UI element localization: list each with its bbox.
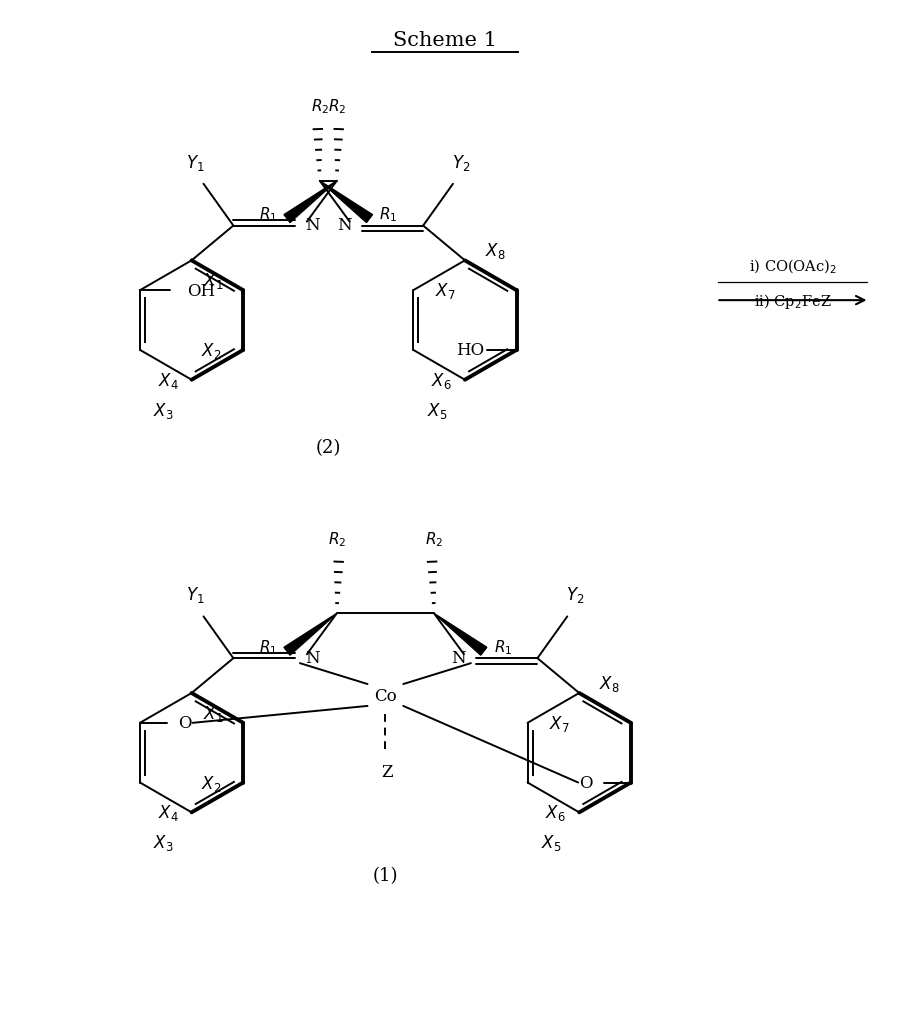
Text: $Y_1$: $Y_1$	[186, 153, 205, 172]
Text: N: N	[305, 217, 319, 233]
Text: Co: Co	[374, 688, 396, 705]
Text: $Y_2$: $Y_2$	[451, 153, 470, 172]
Text: $R_2$: $R_2$	[327, 98, 346, 116]
Text: $R_1$: $R_1$	[259, 205, 277, 224]
Polygon shape	[434, 613, 486, 655]
Text: $X_8$: $X_8$	[599, 674, 619, 693]
Text: HO: HO	[456, 342, 484, 359]
Text: $X_5$: $X_5$	[541, 833, 561, 852]
Text: $R_2$: $R_2$	[425, 530, 443, 548]
Text: $X_1$: $X_1$	[203, 703, 223, 723]
Text: $X_6$: $X_6$	[546, 803, 566, 822]
Text: $X_2$: $X_2$	[201, 772, 221, 793]
Text: $X_6$: $X_6$	[432, 370, 452, 390]
Text: N: N	[451, 649, 466, 666]
Text: $R_2$: $R_2$	[327, 530, 346, 548]
Text: $X_4$: $X_4$	[158, 803, 179, 822]
Text: N: N	[305, 649, 319, 666]
Text: (2): (2)	[316, 439, 342, 457]
Text: $X_4$: $X_4$	[158, 370, 179, 390]
Text: N: N	[337, 217, 352, 233]
Text: $R_2$: $R_2$	[311, 98, 329, 116]
Text: $X_1$: $X_1$	[203, 271, 223, 291]
Text: Scheme 1: Scheme 1	[393, 31, 497, 50]
Text: O: O	[580, 774, 593, 791]
Text: $X_8$: $X_8$	[485, 242, 505, 261]
Text: $R_1$: $R_1$	[379, 205, 397, 224]
Polygon shape	[284, 181, 337, 223]
Polygon shape	[320, 181, 372, 223]
Text: i) CO(OAc)$_2$: i) CO(OAc)$_2$	[749, 257, 837, 275]
Text: $R_1$: $R_1$	[259, 637, 277, 656]
Text: $Y_1$: $Y_1$	[186, 585, 205, 605]
Text: $X_3$: $X_3$	[153, 833, 174, 852]
Text: ii) Cp$_2$FeZ: ii) Cp$_2$FeZ	[754, 291, 832, 311]
Text: $X_2$: $X_2$	[201, 340, 221, 361]
Text: $R_1$: $R_1$	[494, 637, 512, 656]
Polygon shape	[284, 613, 337, 655]
Text: $X_5$: $X_5$	[426, 400, 447, 420]
Text: $X_3$: $X_3$	[153, 400, 174, 420]
Text: OH: OH	[187, 282, 215, 300]
Text: (1): (1)	[373, 866, 398, 884]
Text: $Y_2$: $Y_2$	[566, 585, 584, 605]
Text: O: O	[178, 714, 191, 732]
Text: Z: Z	[382, 763, 393, 780]
Text: $X_7$: $X_7$	[435, 281, 456, 301]
Text: $X_7$: $X_7$	[549, 713, 570, 733]
